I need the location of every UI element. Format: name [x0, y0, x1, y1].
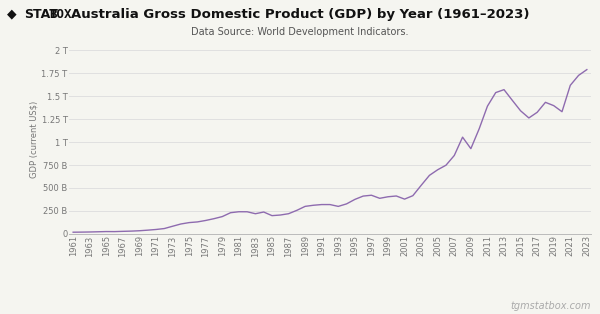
- Text: STAT: STAT: [24, 8, 58, 21]
- Y-axis label: GDP (current US$): GDP (current US$): [30, 101, 39, 178]
- Text: tgmstatbox.com: tgmstatbox.com: [511, 301, 591, 311]
- Text: BOX: BOX: [49, 8, 72, 21]
- Text: Data Source: World Development Indicators.: Data Source: World Development Indicator…: [191, 27, 409, 37]
- Text: ◆: ◆: [7, 8, 17, 21]
- Text: Australia Gross Domestic Product (GDP) by Year (1961–2023): Australia Gross Domestic Product (GDP) b…: [71, 8, 529, 21]
